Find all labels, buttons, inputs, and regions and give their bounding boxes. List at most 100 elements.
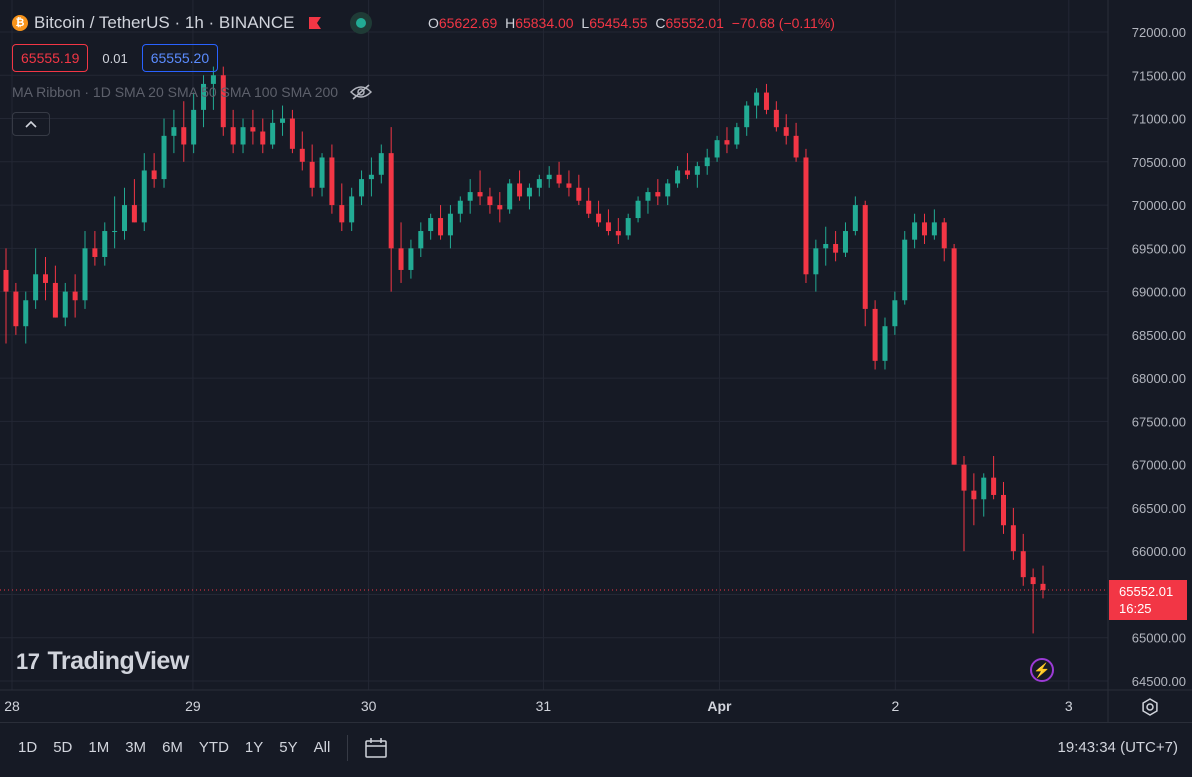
spread-value: 0.01	[102, 50, 128, 66]
eye-off-icon[interactable]	[350, 84, 373, 100]
candle-body	[961, 464, 967, 491]
open-value: 65622.69	[438, 15, 498, 31]
candle-body	[408, 248, 414, 270]
candle-body	[339, 205, 345, 223]
candle-body	[635, 200, 641, 219]
candle-body	[882, 326, 888, 361]
candle-body	[72, 291, 78, 301]
candle-body	[191, 109, 197, 145]
candle-body	[576, 187, 582, 201]
candle-body	[3, 269, 9, 292]
settings-icon[interactable]	[1140, 697, 1160, 717]
candle-body	[615, 231, 621, 236]
candle-body	[951, 248, 957, 465]
range-all[interactable]: All	[313, 739, 331, 756]
candle-body	[240, 127, 246, 145]
x-tick-label: 28	[4, 698, 20, 714]
sell-button[interactable]: 65555.19	[12, 44, 89, 72]
y-tick-label: 69500.00	[1132, 241, 1186, 256]
candle-body	[991, 477, 997, 495]
candle-body	[645, 192, 651, 201]
chevron-up-icon	[25, 120, 37, 128]
bid-ask: 65555.19 0.01 65555.20	[12, 44, 219, 72]
indicator-label[interactable]: MA Ribbon · 1D SMA 20 SMA 50 SMA 100 SMA…	[12, 84, 339, 100]
candle-body	[359, 179, 365, 197]
candle-body	[102, 231, 108, 257]
candle-body	[33, 274, 39, 301]
candle-body	[299, 148, 305, 162]
candle-body	[428, 218, 434, 232]
tradingview-logo[interactable]: 17 TradingView	[16, 647, 189, 676]
candle-body	[23, 300, 29, 327]
candle-body	[92, 248, 98, 257]
y-tick-label: 71500.00	[1132, 68, 1186, 83]
candle-body	[892, 300, 898, 327]
candle-body	[793, 135, 799, 158]
collapse-legend-button[interactable]	[12, 112, 50, 136]
symbol-header: ₿ Bitcoin / TetherUS · 1h · BINANCE	[12, 12, 373, 34]
range-1d[interactable]: 1D	[18, 739, 38, 756]
candle-body	[171, 127, 177, 136]
symbol-title[interactable]: Bitcoin / TetherUS · 1h · BINANCE	[34, 13, 295, 32]
price-chart[interactable]: 72000.00 71500.00 71000.00 70500.00 70000.00…	[0, 0, 1192, 722]
candle-body	[744, 105, 750, 128]
y-tick-label: 69000.00	[1132, 285, 1186, 300]
ohlc-readout: O65622.69 H65834.00 L65454.55 C65552.01 …	[428, 15, 835, 31]
range-6m[interactable]: 6M	[162, 739, 183, 756]
y-tick-label: 70500.00	[1132, 155, 1186, 170]
candle-body	[319, 157, 325, 188]
calendar-icon[interactable]	[364, 737, 388, 759]
tradingview-logo-mark: 17	[16, 648, 40, 674]
range-1y[interactable]: 1Y	[244, 739, 264, 756]
candle-body	[477, 192, 483, 197]
candle-body	[625, 218, 631, 236]
candle-body	[724, 140, 730, 145]
candle-body	[122, 205, 128, 232]
candle-body	[349, 196, 355, 223]
last-price-value: 65552.01	[1119, 584, 1174, 599]
candle-body	[418, 231, 424, 249]
candle-body	[931, 222, 937, 236]
candle-body	[181, 127, 187, 145]
candle-body	[596, 213, 602, 223]
candle-body	[467, 192, 473, 201]
candle-body	[141, 170, 147, 223]
candle-body	[1030, 577, 1036, 585]
timezone-clock[interactable]: 19:43:34 (UTC+7)	[1057, 739, 1178, 756]
tradingview-logo-text: TradingView	[47, 647, 189, 675]
market-status-icon[interactable]	[350, 12, 373, 34]
candle-body	[852, 205, 858, 232]
range-selector: 1D 5D 1M 3M 6M YTD 1Y 5Y All	[18, 739, 346, 756]
candle-body	[675, 170, 681, 184]
candle-body	[694, 166, 700, 175]
range-5d[interactable]: 5D	[53, 739, 73, 756]
flag-icon[interactable]	[308, 16, 322, 30]
x-tick-label: 30	[361, 698, 377, 714]
candle-body	[329, 157, 335, 206]
x-tick-label: 29	[185, 698, 201, 714]
candle-body	[763, 92, 769, 110]
x-tick-label: 31	[536, 698, 552, 714]
bolt-icon[interactable]: ⚡	[1030, 658, 1054, 682]
range-1m[interactable]: 1M	[88, 739, 110, 756]
candle-body	[734, 127, 740, 145]
candle-body	[220, 75, 226, 128]
candle-body	[457, 200, 463, 214]
buy-button[interactable]: 65555.20	[141, 44, 219, 72]
candle-body	[201, 83, 207, 110]
candle-body	[971, 490, 977, 500]
candle-body	[1020, 551, 1026, 578]
range-ytd[interactable]: YTD	[198, 739, 229, 756]
toolbar-divider	[347, 735, 348, 761]
candle-body	[378, 153, 384, 175]
low-label: L	[581, 15, 590, 31]
candle-body	[754, 92, 760, 106]
y-tick-label: 70000.00	[1132, 198, 1186, 213]
range-3m[interactable]: 3M	[125, 739, 147, 756]
candle-body	[704, 157, 710, 167]
y-tick-label: 72000.00	[1132, 25, 1186, 40]
candle-body	[1010, 525, 1016, 552]
y-tick-label: 65000.00	[1132, 631, 1186, 646]
candle-body	[260, 131, 266, 145]
range-5y[interactable]: 5Y	[279, 739, 298, 756]
